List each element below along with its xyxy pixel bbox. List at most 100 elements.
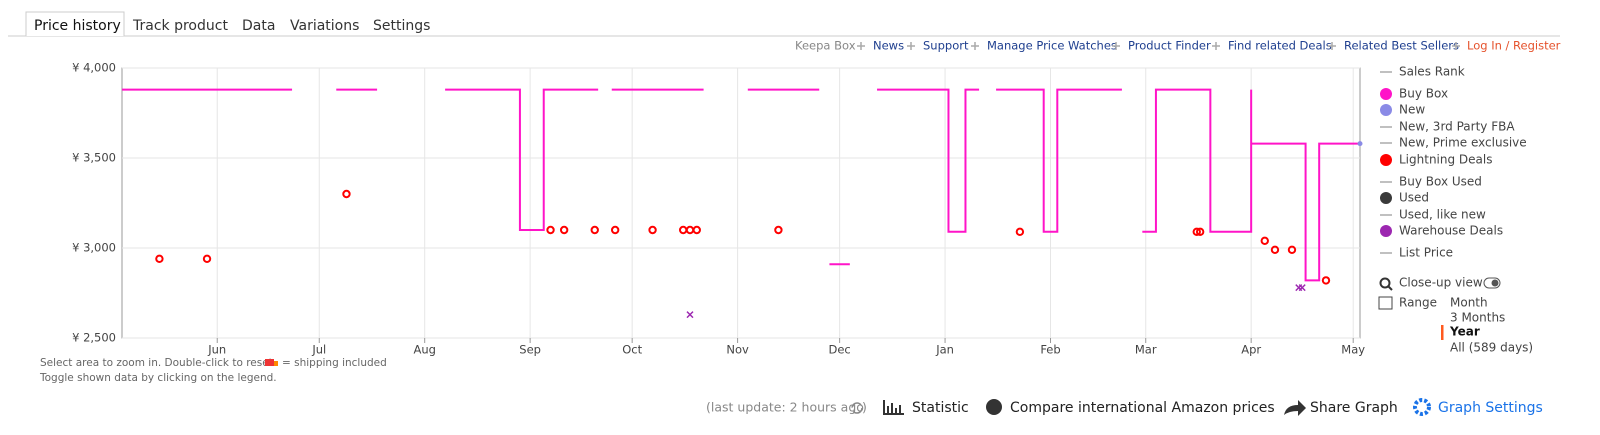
legend-label[interactable]: Sales Rank [1399,65,1465,79]
x-tick-label: Mar [1135,343,1157,357]
deal-marker [1195,227,1205,237]
search-icon [1379,277,1391,289]
price-point [1357,141,1363,147]
x-tick-label: Nov [726,343,749,357]
link[interactable]: Find related Deals [1228,39,1332,53]
legend-label[interactable]: New, 3rd Party FBA [1399,120,1515,134]
x-tick-label: Dec [828,343,850,357]
last-update: (last update: 2 hours ago [706,400,864,415]
x-tick-label: Oct [622,343,642,357]
legend-label[interactable]: Buy Box [1399,87,1448,101]
toggle[interactable] [1483,277,1501,289]
deal-marker [610,225,620,235]
legend-label[interactable]: List Price [1399,246,1453,260]
range-option[interactable]: 3 Months [1450,311,1505,325]
footer-link[interactable]: Compare international Amazon prices [1010,400,1275,416]
note: Select area to zoom in. Double-click to … [40,357,276,369]
truck-icon [274,361,278,366]
footer-link[interactable]: Statistic [912,400,969,416]
legend-label[interactable]: Buy Box Used [1399,175,1482,189]
refresh-icon[interactable] [851,402,863,414]
deal-marker [692,225,701,235]
legend-label[interactable]: Used [1399,191,1429,205]
legend-label[interactable]: New, Prime exclusive [1399,136,1527,150]
legend-label[interactable]: Warehouse Deals [1399,224,1503,238]
footer-link[interactable]: Share Graph [1310,400,1398,416]
link-separators [857,42,1460,50]
last-update: ) [862,400,867,415]
range-option[interactable]: Year [1449,325,1480,339]
link[interactable]: Support [923,39,969,53]
legend-marker [1380,192,1392,204]
x-tick-label: May [1341,343,1365,357]
y-tick-label: ¥ 4,000 [72,61,116,75]
deal-marker [648,225,657,235]
truck-icon [265,359,274,366]
deal-marker [678,225,688,235]
legend-label[interactable]: New [1399,103,1425,117]
globe-icon [986,399,1002,415]
range-option[interactable]: Month [1450,296,1488,310]
range-label: Range [1399,296,1437,310]
link[interactable]: Manage Price Watches [987,39,1117,53]
deal-marker [1287,245,1297,255]
deal-marker [202,254,212,263]
gear-icon [1413,398,1431,416]
calendar-icon [1378,296,1393,310]
link[interactable]: Related Best Sellers [1344,39,1459,53]
y-tick-label: ¥ 3,500 [72,151,116,165]
deal-marker [685,225,695,235]
statistic-icon [883,400,904,415]
deal-marker [1192,227,1201,237]
x-tick-label: Aug [413,343,435,357]
note: = shipping included [282,357,387,369]
tab[interactable]: Data [242,18,275,34]
share-icon [1284,400,1306,416]
x-tick-label: Jun [207,343,226,357]
y-tick-label: ¥ 3,000 [72,241,116,255]
link[interactable]: Log In / Register [1467,39,1561,53]
legend-label[interactable]: Lightning Deals [1399,153,1493,167]
legend-marker [1380,104,1392,116]
link[interactable]: Product Finder [1128,39,1211,53]
link[interactable]: News [873,39,904,53]
x-tick-label: Jul [311,343,326,357]
tab[interactable]: Track product [132,18,228,34]
tab[interactable]: Settings [373,18,430,34]
deal-marker [155,254,164,263]
price-line [122,88,1360,282]
active-tab-box [25,11,125,36]
note: Toggle shown data by clicking on the leg… [39,372,277,384]
tab[interactable]: Variations [290,18,359,34]
x-tick-label: Jan [935,343,954,357]
deal-marker [1270,245,1280,255]
y-tick-label: ¥ 2,500 [72,331,116,345]
toggle-knob [1491,279,1499,287]
deal-marker [1015,227,1025,237]
x-tick-label: Sep [519,343,541,357]
deal-marker [774,225,783,235]
warehouse-marker [686,311,694,319]
warehouse-marker [1298,284,1306,292]
close-up-label[interactable]: Close-up view [1399,276,1483,290]
x-tick-label: Feb [1040,343,1060,357]
plot-frame [121,67,1361,339]
deal-marker [342,189,351,199]
deal-marker [559,225,569,235]
search-icon [1387,285,1393,291]
deal-marker [590,225,599,235]
footer-link[interactable]: Graph Settings [1438,400,1543,416]
legend-label[interactable]: Used, like new [1399,208,1486,222]
deal-marker [1321,276,1331,285]
x-tick-label: Apr [1241,343,1261,357]
link[interactable]: Keepa Box [795,39,856,53]
range-option[interactable]: All (589 days) [1450,341,1533,355]
range-active-bar [1441,325,1444,340]
legend-marker [1380,88,1392,100]
tab[interactable]: Price history [34,18,121,34]
legend-marker [1380,225,1392,237]
legend-marker [1380,154,1392,166]
deal-marker [1260,236,1269,246]
deal-marker [546,225,555,235]
